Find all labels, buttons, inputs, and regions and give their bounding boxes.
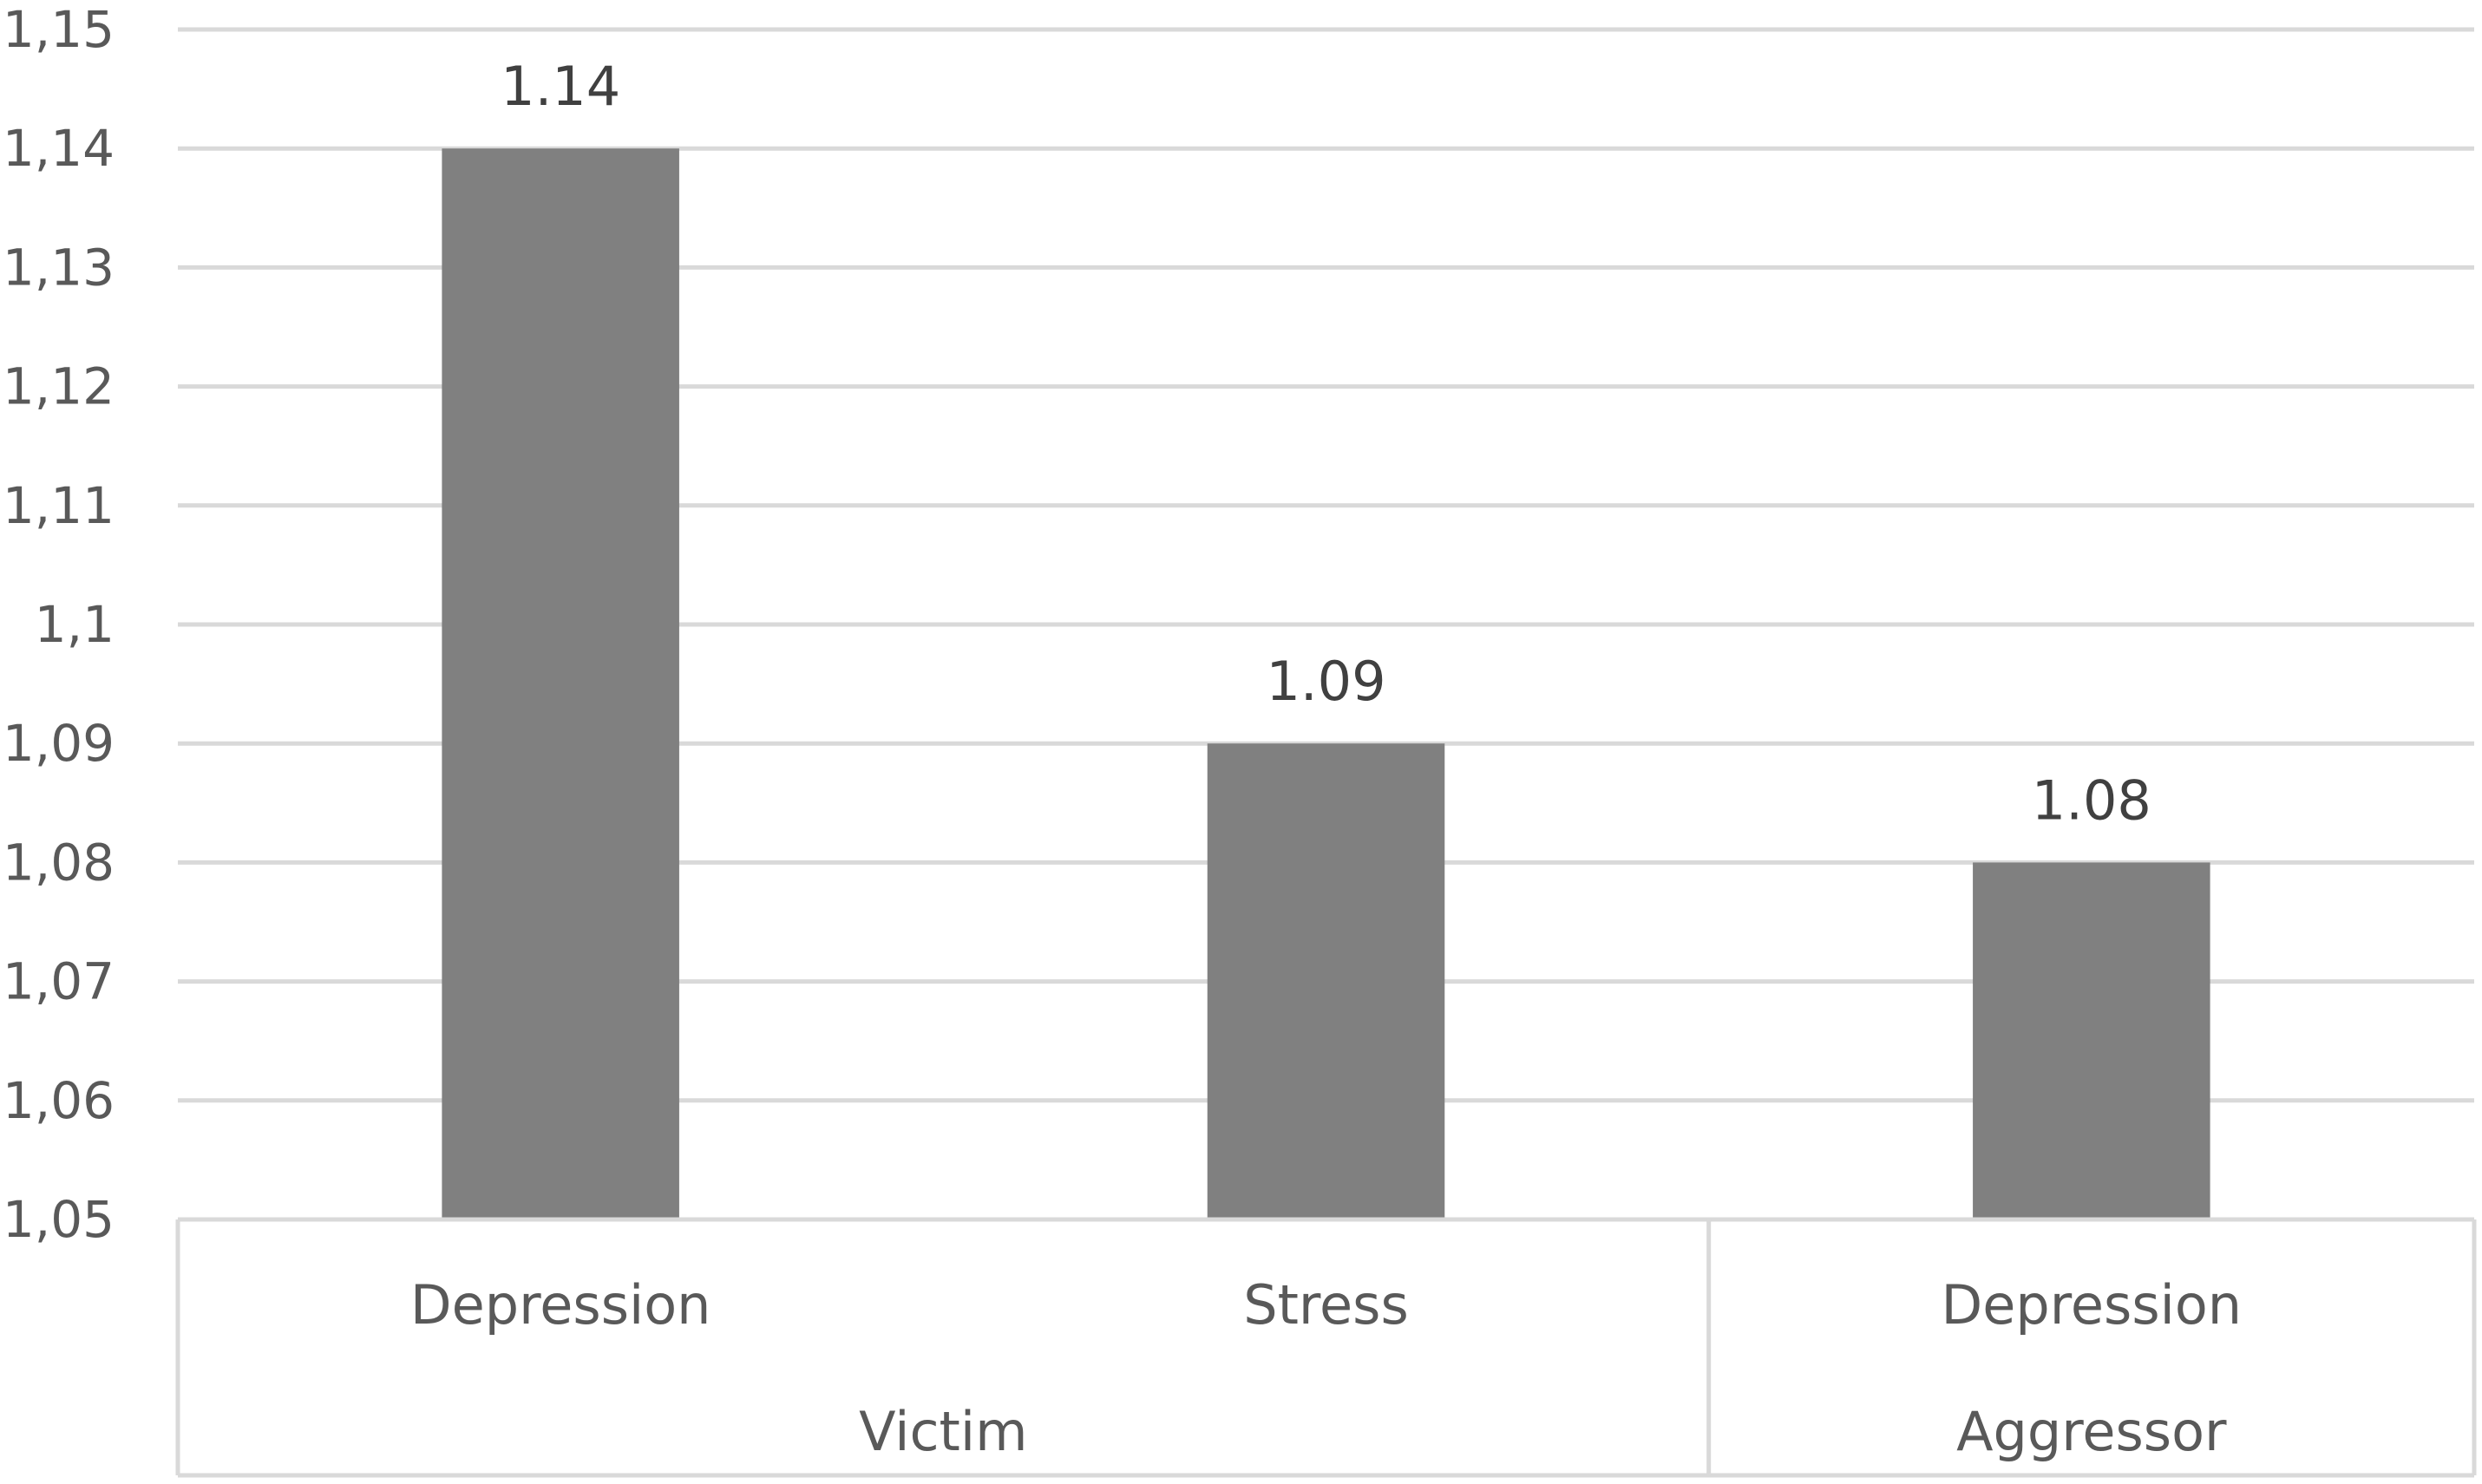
y-tick-label: 1,07 bbox=[3, 952, 115, 1011]
y-tick-label: 1,09 bbox=[3, 714, 115, 773]
category-label: Depression bbox=[1942, 1273, 2243, 1337]
category-label: Stress bbox=[1243, 1273, 1409, 1337]
y-tick-label: 1,12 bbox=[3, 357, 115, 416]
bar bbox=[1973, 862, 2210, 1219]
data-label: 1.08 bbox=[2032, 768, 2151, 832]
y-tick-label: 1,15 bbox=[3, 0, 115, 59]
y-tick-label: 1,06 bbox=[3, 1071, 115, 1130]
data-labels: 1.14 1.09 1.08 bbox=[501, 55, 2151, 832]
category-label: Depression bbox=[410, 1273, 711, 1337]
y-tick-label: 1,08 bbox=[3, 833, 115, 892]
y-tick-label: 1,11 bbox=[3, 476, 115, 535]
bar bbox=[442, 148, 679, 1220]
bars bbox=[442, 148, 2210, 1220]
y-tick-label: 1,13 bbox=[3, 238, 115, 297]
bar bbox=[1207, 743, 1445, 1219]
data-label: 1.14 bbox=[501, 55, 620, 118]
y-tick-label: 1,14 bbox=[3, 119, 115, 178]
category-axis: Depression Stress Depression Victim Aggresso… bbox=[175, 1217, 2477, 1478]
data-label: 1.09 bbox=[1266, 650, 1385, 713]
group-label: Victim bbox=[859, 1400, 1027, 1463]
y-tick-label: 1,1 bbox=[35, 595, 115, 654]
y-tick-label: 1,05 bbox=[3, 1190, 115, 1249]
group-label: Aggressor bbox=[1956, 1400, 2227, 1463]
y-axis-tick-labels: 1,05 1,06 1,07 1,08 1,09 1,1 1,11 1,12 1,13 1,14 1… bbox=[3, 0, 115, 1249]
